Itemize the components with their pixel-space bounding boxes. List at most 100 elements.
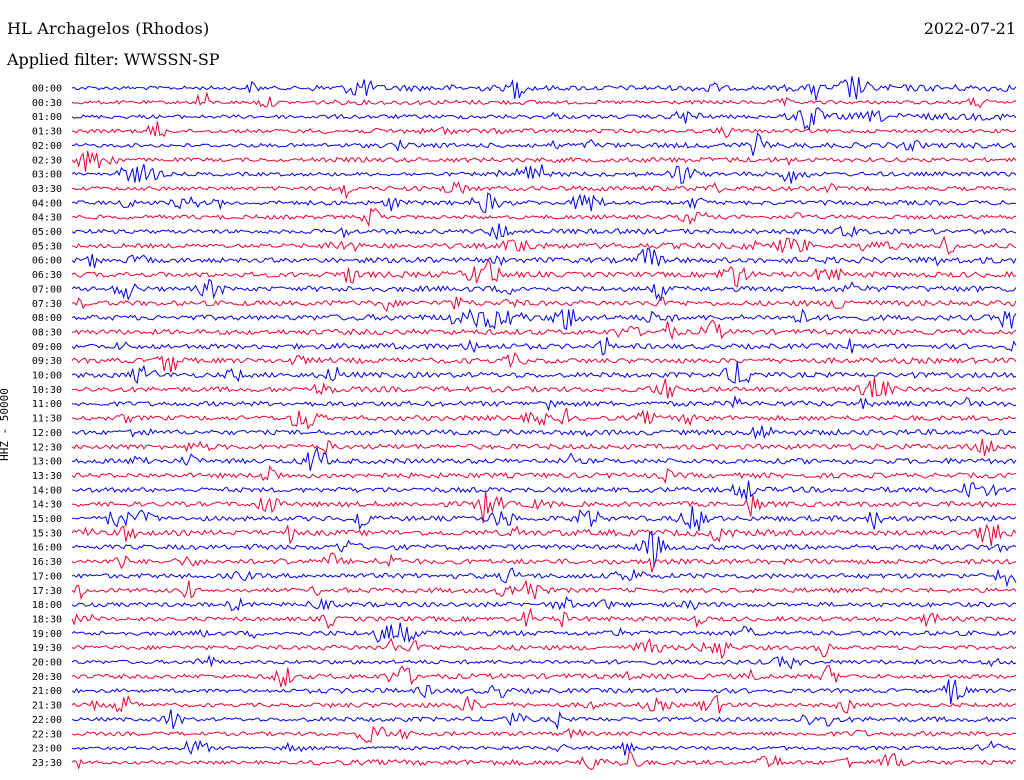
seismic-trace-line xyxy=(71,445,1017,471)
time-tick-label: 04:30 xyxy=(32,213,62,224)
seismic-trace-line xyxy=(71,247,1017,269)
time-tick-label: 19:30 xyxy=(32,643,62,654)
time-tick-label: 17:00 xyxy=(32,571,62,582)
time-tick-label: 12:00 xyxy=(32,428,62,439)
time-tick-label: 11:00 xyxy=(32,399,62,410)
time-tick-label: 12:30 xyxy=(32,442,62,453)
seismic-trace-line xyxy=(71,207,1017,228)
time-tick-label: 10:00 xyxy=(32,371,62,382)
seismic-trace-line xyxy=(71,296,1017,313)
seismic-trace-line xyxy=(71,163,1017,185)
time-tick-label: 00:00 xyxy=(32,84,62,95)
seismic-trace-line xyxy=(71,465,1017,484)
time-tick-label: 05:30 xyxy=(32,241,62,252)
time-tick-label: 15:00 xyxy=(32,514,62,525)
seismic-trace-line xyxy=(71,665,1017,688)
seismic-trace-line xyxy=(71,223,1017,240)
time-tick-label: 04:00 xyxy=(32,198,62,209)
time-tick-label: 20:00 xyxy=(32,658,62,669)
seismic-trace-line xyxy=(71,235,1017,255)
seismic-trace-line xyxy=(71,150,1017,172)
seismic-trace-line xyxy=(71,654,1017,670)
filter-label: Applied filter: WWSSN-SP xyxy=(7,50,220,69)
seismic-trace-line xyxy=(71,121,1017,139)
seismic-trace-line xyxy=(71,91,1017,109)
time-tick-label: 11:30 xyxy=(32,414,62,425)
seismic-trace-line xyxy=(71,181,1017,200)
time-tick-label: 01:00 xyxy=(32,112,62,123)
time-tick-label: 16:00 xyxy=(32,543,62,554)
seismic-trace-line xyxy=(71,438,1017,456)
seismic-trace-line xyxy=(71,596,1017,612)
seismic-trace-line xyxy=(71,622,1017,644)
time-tick-label: 17:30 xyxy=(32,586,62,597)
seismic-trace-line xyxy=(71,725,1017,744)
time-tick-label: 21:30 xyxy=(32,701,62,712)
time-tick-label: 13:00 xyxy=(32,457,62,468)
time-tick-label: 03:30 xyxy=(32,184,62,195)
time-tick-label: 05:00 xyxy=(32,227,62,238)
seismic-trace-line xyxy=(71,76,1017,101)
time-tick-label: 13:30 xyxy=(32,471,62,482)
seismic-trace-line xyxy=(71,394,1017,412)
seismic-trace-line xyxy=(71,739,1017,756)
seismic-trace-line xyxy=(71,523,1017,546)
station-title: HL Archagelos (Rhodos) xyxy=(7,19,210,38)
time-tick-label: 00:30 xyxy=(32,98,62,109)
seismic-trace-line xyxy=(72,132,1017,156)
time-tick-label: 22:00 xyxy=(32,715,62,726)
seismic-trace-line xyxy=(71,490,1017,524)
seismic-trace-line xyxy=(71,709,1017,731)
seismic-trace-line xyxy=(71,361,1017,385)
time-tick-label: 20:30 xyxy=(32,672,62,683)
seismic-trace-line xyxy=(71,552,1017,573)
time-tick-label: 21:00 xyxy=(32,686,62,697)
seismic-trace-line xyxy=(71,352,1017,373)
time-tick-label: 06:30 xyxy=(32,270,62,281)
seismic-trace-line xyxy=(71,480,1017,500)
time-tick-label: 08:00 xyxy=(32,313,62,324)
time-tick-label: 02:00 xyxy=(32,141,62,152)
seismic-trace-line xyxy=(71,258,1017,288)
seismic-trace-line xyxy=(71,377,1017,399)
time-tick-label: 23:30 xyxy=(32,758,62,769)
seismic-trace-line xyxy=(71,308,1017,331)
time-tick-label: 16:30 xyxy=(32,557,62,568)
seismic-trace-line xyxy=(71,608,1017,630)
seismic-trace-line xyxy=(71,679,1017,705)
time-tick-label: 01:30 xyxy=(32,127,62,138)
seismic-trace-line xyxy=(71,505,1017,532)
time-tick-label: 07:00 xyxy=(32,284,62,295)
time-tick-label: 19:00 xyxy=(32,629,62,640)
seismic-trace-line xyxy=(71,336,1017,356)
seismic-trace-line xyxy=(71,637,1017,659)
time-tick-label: 23:00 xyxy=(32,744,62,755)
seismic-trace-line xyxy=(72,530,1017,568)
record-date: 2022-07-21 xyxy=(923,19,1016,38)
time-tick-label: 14:30 xyxy=(32,500,62,511)
seismic-trace-line xyxy=(71,567,1017,588)
seismic-trace-line xyxy=(71,319,1017,341)
seismic-trace-line xyxy=(71,749,1017,770)
seismic-trace-line xyxy=(71,425,1017,441)
seismic-trace-line xyxy=(71,579,1017,601)
time-tick-label: 18:00 xyxy=(32,600,62,611)
time-tick-label: 09:30 xyxy=(32,356,62,367)
seismic-trace-line xyxy=(71,192,1017,214)
time-tick-label: 10:30 xyxy=(32,385,62,396)
time-tick-label: 18:30 xyxy=(32,614,62,625)
time-tick-label: 15:30 xyxy=(32,528,62,539)
time-tick-label: 08:30 xyxy=(32,327,62,338)
time-tick-label: 06:00 xyxy=(32,256,62,267)
time-tick-label: 03:00 xyxy=(32,170,62,181)
time-tick-label: 14:00 xyxy=(32,485,62,496)
time-tick-label: 22:30 xyxy=(32,729,62,740)
time-tick-label: 09:00 xyxy=(32,342,62,353)
seismic-trace-line xyxy=(71,278,1017,301)
time-tick-label: 02:30 xyxy=(32,155,62,166)
time-tick-label: 07:30 xyxy=(32,299,62,310)
seismic-trace-line xyxy=(71,694,1017,714)
seismic-trace-line xyxy=(71,107,1017,132)
seismic-trace-line xyxy=(71,407,1017,430)
